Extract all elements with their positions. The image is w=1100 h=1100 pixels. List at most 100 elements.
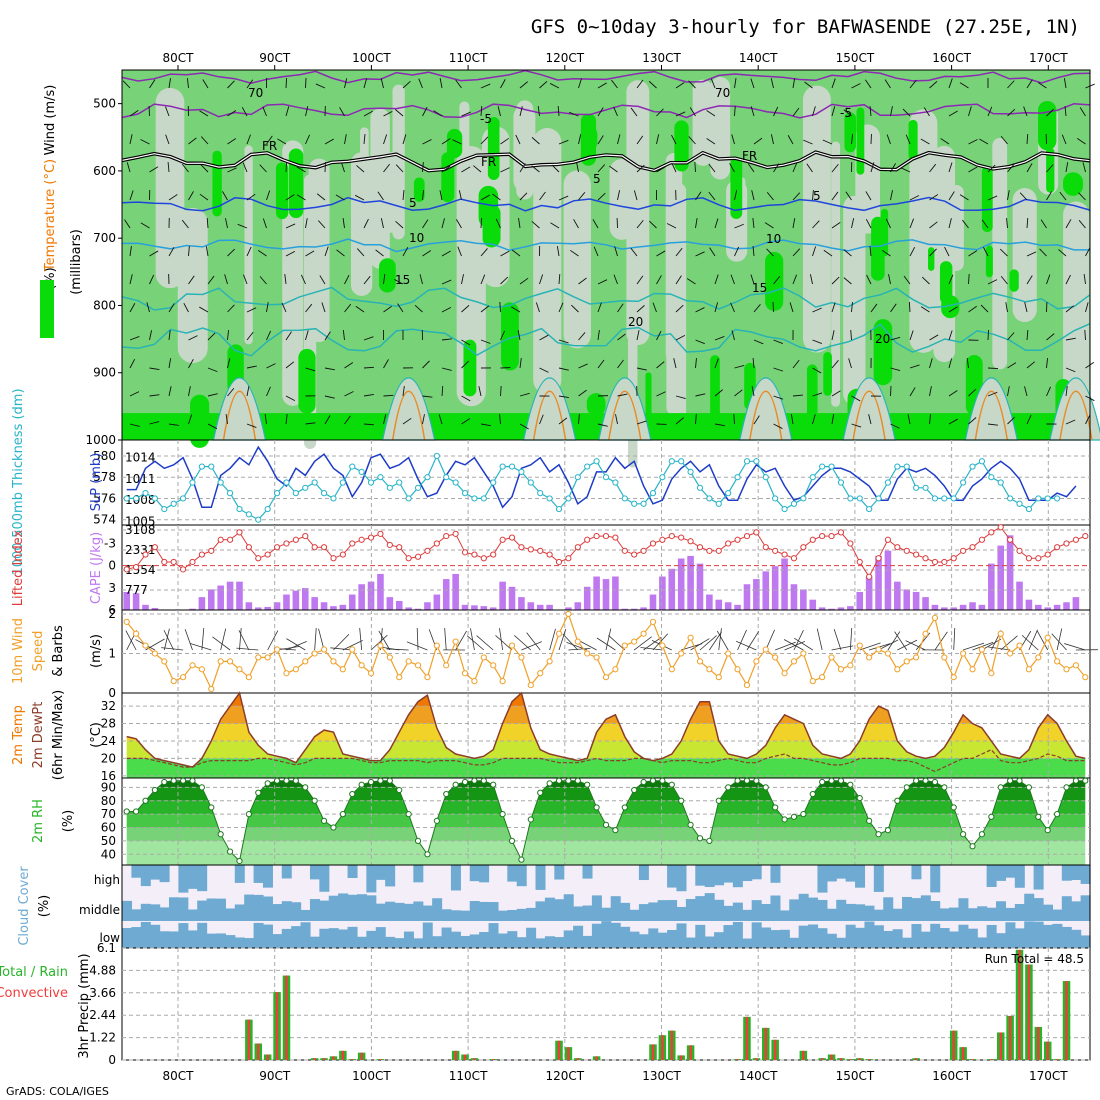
wind-barb xyxy=(1026,217,1029,229)
cloud-cover-cell xyxy=(366,865,377,893)
wind-barb xyxy=(397,303,404,313)
wind-barb xyxy=(831,163,839,173)
wind-speed-line-marker xyxy=(856,642,863,649)
rh-line-marker xyxy=(668,781,675,788)
surface-wind-barb xyxy=(816,628,823,651)
cape-bar xyxy=(649,594,657,610)
wind-barb xyxy=(305,330,309,341)
lifted-index-line-marker xyxy=(443,532,450,540)
isotherm-20 xyxy=(121,323,1091,357)
cloud-cover-cell xyxy=(413,938,424,948)
wind-barb xyxy=(259,164,267,173)
cloud-cover-cell xyxy=(789,899,800,921)
wind-barb xyxy=(764,222,774,229)
cloud-cover-cell xyxy=(159,865,170,883)
wind-barb xyxy=(342,218,345,229)
bottom-x-tick-label: 80CT xyxy=(163,1069,195,1083)
thickness-line-marker xyxy=(377,474,384,481)
wind-barb xyxy=(773,275,781,285)
cloud-cover-cell xyxy=(319,900,330,921)
surface-wind-barb xyxy=(897,639,918,651)
wind-barb xyxy=(792,218,796,229)
precip-convective-bar xyxy=(689,1045,692,1060)
precip-convective-bar xyxy=(1055,1059,1059,1060)
wind-barb xyxy=(146,302,150,313)
thickness-line-marker xyxy=(1007,495,1014,502)
lifted-index-line-marker xyxy=(151,544,158,551)
wind-barb xyxy=(948,191,955,201)
wind-speed-line-marker xyxy=(631,638,638,645)
wind-barb xyxy=(1064,106,1067,117)
wind-barb xyxy=(129,335,140,341)
wind-barb xyxy=(909,387,916,397)
wind-barb xyxy=(168,194,178,201)
isotherm-label: 10 xyxy=(409,231,424,245)
surface-wind-barb xyxy=(887,631,901,651)
wind-barb xyxy=(578,134,582,145)
cape-bar xyxy=(386,597,394,610)
cloud-cover-cell xyxy=(328,928,339,948)
wind-barb xyxy=(1046,358,1049,369)
lifted-index-line-marker xyxy=(884,536,892,543)
wind-barb xyxy=(207,367,218,373)
lifted-index-line-marker xyxy=(922,555,929,562)
rh-line-marker xyxy=(790,813,798,820)
wind-barb xyxy=(492,193,501,201)
wind-barb xyxy=(319,275,326,285)
thickness-tick-label: 574 xyxy=(93,513,116,527)
cloud-cover-cell xyxy=(253,922,264,948)
wind-barb xyxy=(868,414,872,425)
wind-barb xyxy=(959,194,969,201)
wind-barb xyxy=(324,246,329,257)
rh-line-marker xyxy=(179,777,187,784)
wind-barb xyxy=(656,134,660,145)
isotherm-label: 15 xyxy=(395,273,410,287)
rh-line-marker xyxy=(452,781,459,788)
cloud-cover-cell xyxy=(601,921,612,948)
wind-barb xyxy=(1007,108,1016,117)
wind-barb xyxy=(461,360,470,369)
wind-barb xyxy=(285,395,296,402)
wind-barb xyxy=(865,191,872,201)
thickness-line-marker xyxy=(584,463,591,470)
cape-bar xyxy=(461,604,469,610)
lifted-index-line-marker xyxy=(386,541,393,549)
wind-barb xyxy=(750,274,755,285)
wind-barb xyxy=(285,250,296,257)
cape-bar xyxy=(264,606,271,610)
wind-barb xyxy=(578,363,588,369)
wind-barb xyxy=(246,307,257,313)
wind-barb xyxy=(264,414,267,425)
wind-barb xyxy=(987,367,999,370)
rh-line-marker xyxy=(311,797,318,804)
cape-axis-label: CAPE (J/kg) xyxy=(89,532,104,604)
cape-bar xyxy=(339,604,347,610)
surface-wind-barb xyxy=(718,628,722,651)
cape-bar xyxy=(123,591,130,610)
cloud-cover-cell xyxy=(751,865,762,880)
cloud-cover-cell xyxy=(244,938,255,948)
wind-barb xyxy=(1079,107,1086,117)
wind-barb xyxy=(380,218,384,229)
wind-barb xyxy=(149,166,159,173)
wind-speed-line-marker xyxy=(367,670,375,677)
cloud-cover-cell xyxy=(385,865,396,887)
wind-barb xyxy=(500,250,510,257)
wind-barb xyxy=(344,78,348,89)
lifted-index-line-marker xyxy=(602,532,610,540)
wind-speed-line-marker xyxy=(988,670,995,677)
surface-wind-barb xyxy=(640,647,663,651)
rh-line-marker xyxy=(950,804,957,811)
wind-barb xyxy=(441,385,444,397)
cloud-cover-cell xyxy=(516,865,527,887)
wind-barb xyxy=(402,417,412,425)
wind-speed-line-marker xyxy=(800,650,807,657)
lifted-index-line-marker xyxy=(208,547,215,554)
cloud-cover-cell xyxy=(507,910,518,921)
wind-barb xyxy=(929,81,938,89)
lifted-index-line-marker xyxy=(565,555,572,562)
wind-barb xyxy=(573,219,579,229)
rh-line-marker xyxy=(640,778,647,786)
wind-barb xyxy=(393,278,404,285)
wind-barb xyxy=(987,423,998,426)
